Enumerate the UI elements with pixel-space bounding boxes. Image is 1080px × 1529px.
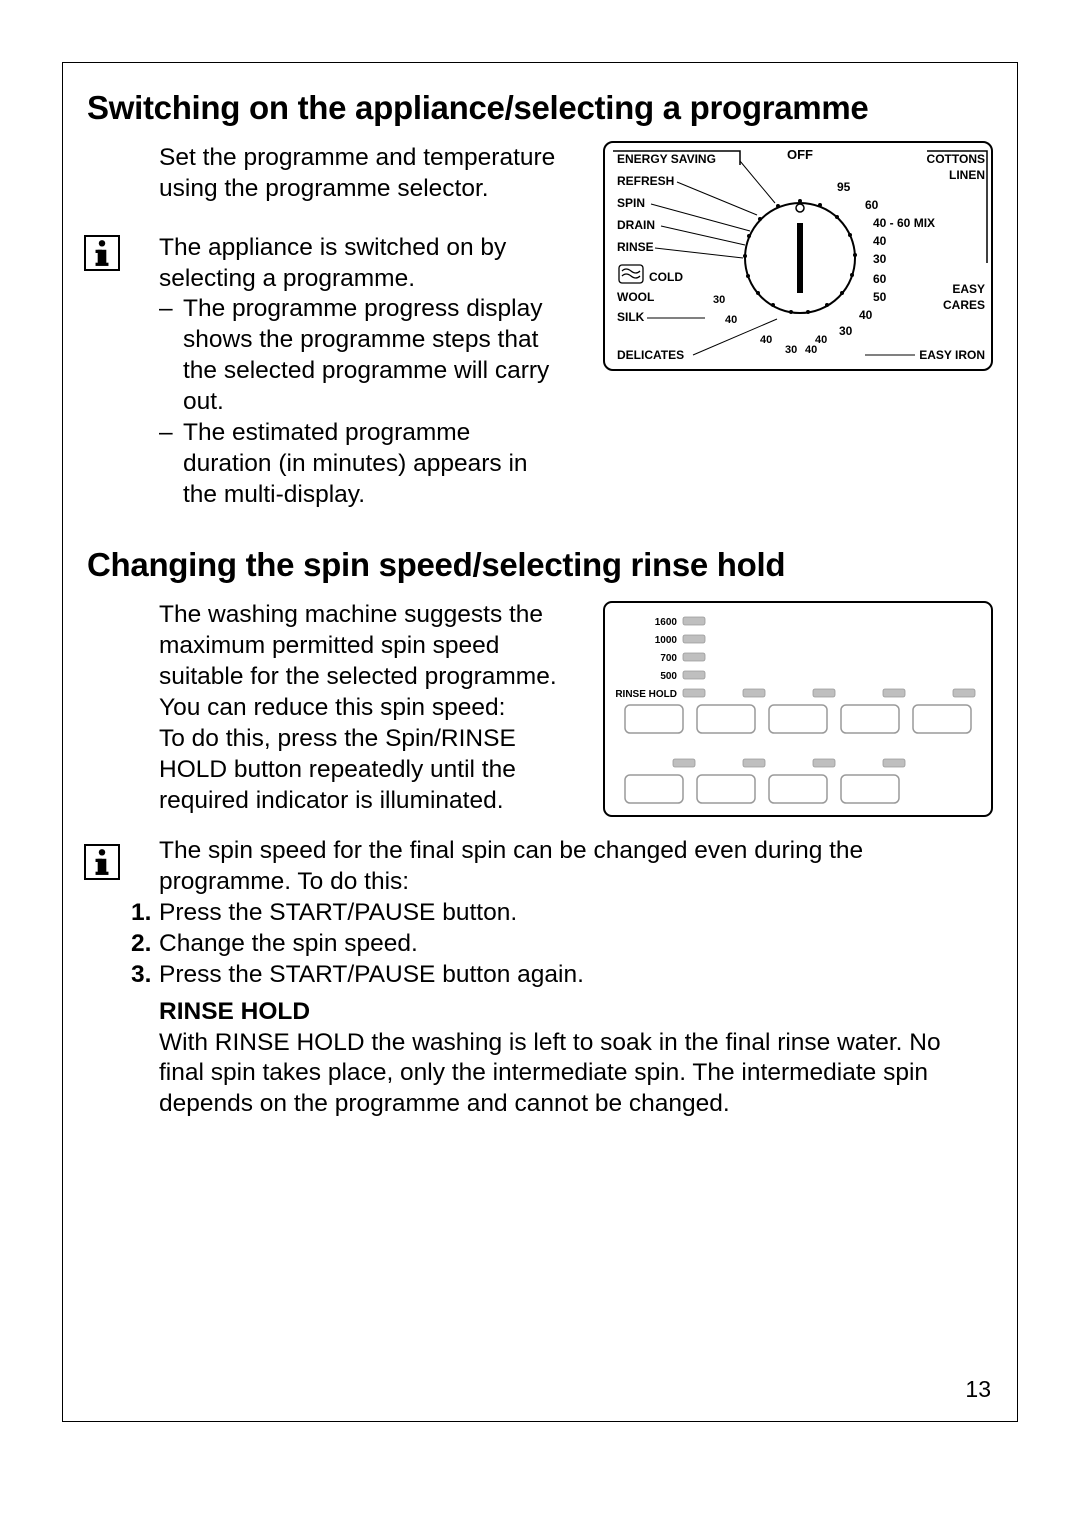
step-3: Press the START/PAUSE button again. — [131, 960, 979, 991]
info-icon — [84, 844, 120, 880]
programme-dial-figure: OFF ENERGY SAVING REFRESH SPIN DRAIN RIN… — [603, 141, 993, 371]
panel-speed-2: 700 — [660, 653, 677, 664]
step-2: Change the spin speed. — [131, 929, 979, 960]
dial-left-6: WOOL — [617, 290, 654, 304]
bullet-0: The programme progress display shows the… — [159, 294, 559, 417]
section1-info-block: The appliance is switched on by selectin… — [159, 233, 559, 511]
dial-r-3: 40 — [873, 234, 887, 248]
panel-svg: 1600 1000 700 500 RINSE HOLD — [603, 601, 993, 817]
dial-r-0: 95 — [837, 180, 851, 194]
dial-left-3: DRAIN — [617, 218, 655, 232]
section2-title: Changing the spin speed/selecting rinse … — [87, 546, 993, 584]
dial-r-7: 40 — [859, 308, 873, 322]
dial-left-7: SILK — [617, 310, 645, 324]
section-switching-on: Switching on the appliance/selecting a p… — [87, 89, 993, 510]
section1-info-lead: The appliance is switched on by selectin… — [159, 233, 559, 295]
dial-r-1: 60 — [865, 198, 879, 212]
intro-text: Set the programme and temperature using … — [159, 143, 559, 205]
panel-speed-1: 1000 — [655, 635, 678, 646]
section1-intro: Set the programme and temperature using … — [159, 143, 559, 205]
dial-r-5: 60 — [873, 272, 887, 286]
rinse-hold-body: With RINSE HOLD the washing is left to s… — [159, 1028, 979, 1121]
dial-easyiron: EASY IRON — [919, 348, 985, 362]
bullet-1: The estimated programme duration (in min… — [159, 418, 559, 511]
section2-info-block: The spin speed for the final spin can be… — [159, 836, 979, 1120]
page-number: 13 — [965, 1376, 991, 1403]
panel-speed-3: 500 — [660, 671, 677, 682]
section2-para1: The washing machine suggests the maximum… — [159, 600, 559, 723]
dial-r-8: 30 — [839, 324, 853, 338]
dial-off: OFF — [787, 147, 813, 162]
section2-steps: Press the START/PAUSE button. Change the… — [131, 898, 979, 991]
dial-b-0: 30 — [713, 294, 725, 306]
dial-b-1: 40 — [725, 314, 737, 326]
section-spin-speed: Changing the spin speed/selecting rinse … — [87, 546, 993, 1120]
dial-r-2: 40 - 60 MIX — [873, 216, 935, 230]
dial-r-6: 50 — [873, 290, 887, 304]
dial-cares: CARES — [943, 298, 985, 312]
section2-para2: To do this, press the Spin/RINSE HOLD bu… — [159, 724, 559, 817]
page-frame: Switching on the appliance/selecting a p… — [62, 62, 1018, 1422]
dial-left-2: SPIN — [617, 196, 645, 210]
dial-left-4: RINSE — [617, 240, 654, 254]
info-icon — [84, 235, 120, 271]
step-1: Press the START/PAUSE button. — [131, 898, 979, 929]
dial-easy: EASY — [952, 282, 985, 296]
section1-title: Switching on the appliance/selecting a p… — [87, 89, 993, 127]
dial-r-4: 30 — [873, 252, 887, 266]
rinse-hold-head: RINSE HOLD — [159, 997, 979, 1028]
dial-left-8: DELICATES — [617, 348, 684, 362]
section1-bullets: The programme progress display shows the… — [159, 294, 559, 510]
section2-para-block: The washing machine suggests the maximum… — [159, 600, 559, 816]
dial-b-5: 40 — [815, 334, 827, 346]
control-panel-figure: 1600 1000 700 500 RINSE HOLD — [603, 601, 993, 817]
page-content: Switching on the appliance/selecting a p… — [63, 63, 1017, 1421]
handwash-icon — [619, 265, 643, 283]
dial-b-3: 30 — [785, 344, 797, 356]
dial-left-1: REFRESH — [617, 174, 674, 188]
panel-speed-4: RINSE HOLD — [615, 689, 677, 700]
section2-info-lead: The spin speed for the final spin can be… — [159, 836, 979, 898]
dial-left-5: COLD — [649, 270, 683, 284]
dial-svg: OFF ENERGY SAVING REFRESH SPIN DRAIN RIN… — [605, 143, 995, 373]
panel-speed-0: 1600 — [655, 617, 678, 628]
dial-b-2: 40 — [760, 334, 772, 346]
dial-left-0: ENERGY SAVING — [617, 152, 716, 166]
dial-right-linen: LINEN — [949, 168, 985, 182]
dial-right-cottons: COTTONS — [927, 152, 985, 166]
